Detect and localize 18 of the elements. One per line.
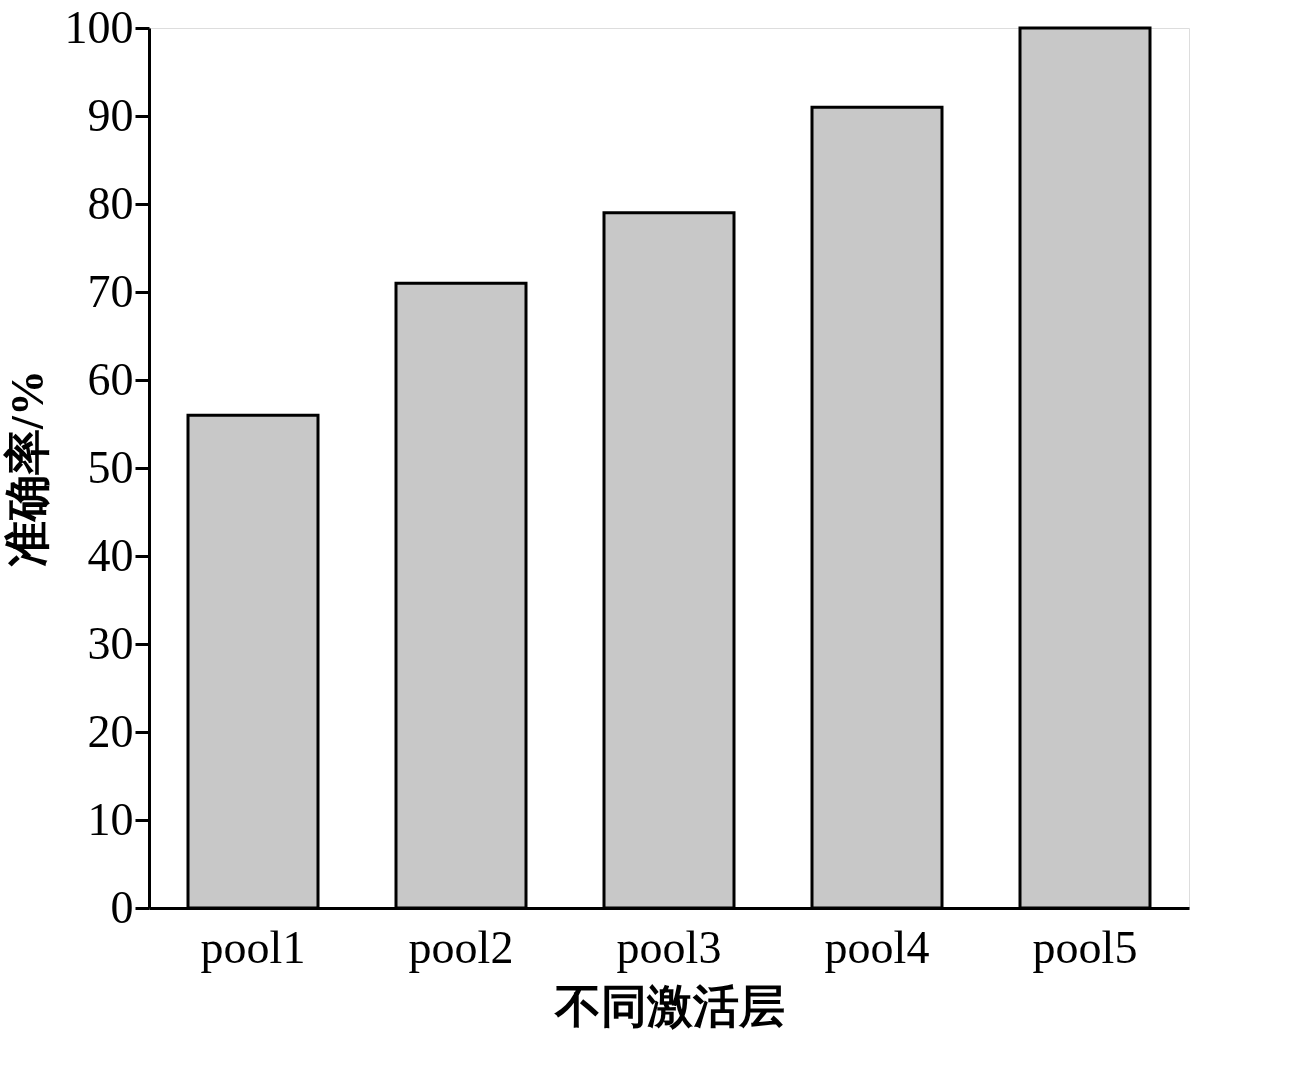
y-tick-label: 20 [87, 705, 134, 757]
y-tick-label: 10 [87, 793, 134, 845]
x-tick-label: pool4 [824, 921, 930, 973]
y-tick-label: 70 [87, 265, 134, 317]
y-tick-label: 60 [87, 353, 134, 405]
x-tick-label: pool1 [200, 921, 306, 973]
x-tick-label: pool2 [408, 921, 514, 973]
y-axis-title: 准确率/% [1, 370, 53, 567]
y-tick-label: 100 [64, 1, 134, 53]
x-tick-label: pool3 [616, 921, 722, 973]
y-tick-label: 30 [87, 617, 134, 669]
x-tick-label: pool5 [1032, 921, 1138, 973]
y-tick-label: 0 [110, 881, 134, 933]
y-tick-label: 40 [87, 529, 134, 581]
y-tick-label: 50 [87, 441, 134, 493]
y-tick-label: 80 [87, 177, 134, 229]
y-tick-label: 90 [87, 89, 134, 141]
x-axis-title: 不同激活层 [553, 980, 785, 1032]
